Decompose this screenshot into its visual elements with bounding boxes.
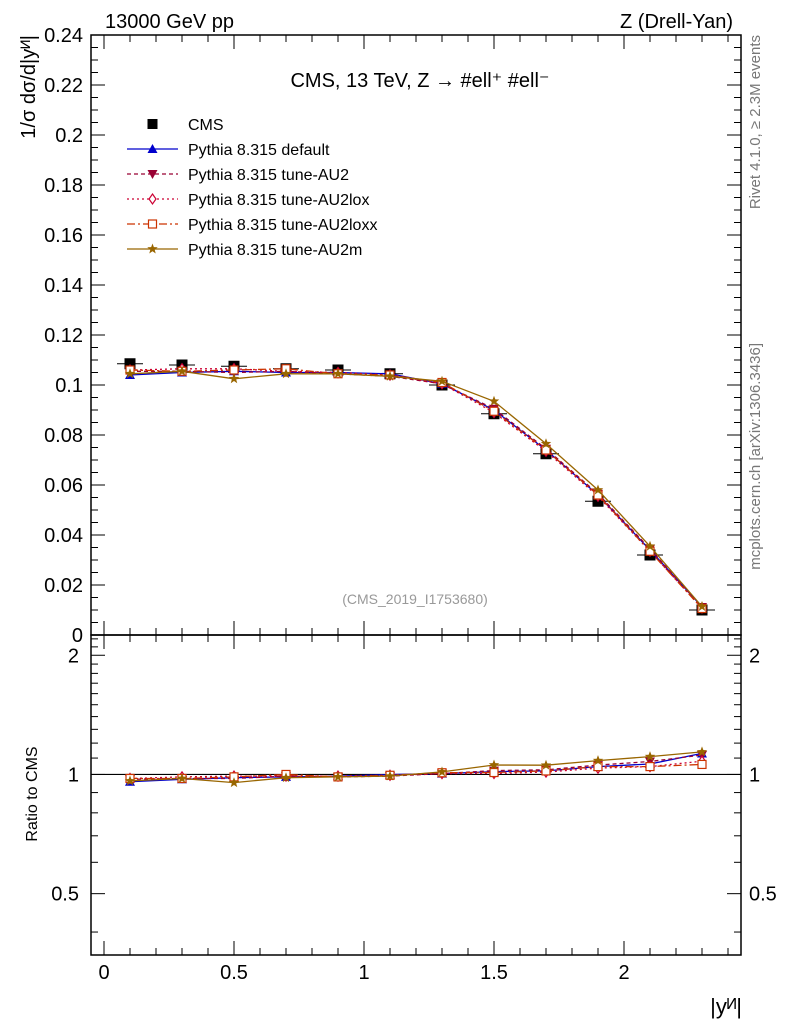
ratio-marker-4	[384, 770, 396, 781]
ratio-tick-label-right: 2	[749, 645, 760, 667]
x-tick-label: 1.5	[480, 962, 508, 984]
legend-label-0: Pythia 8.315 default	[188, 142, 330, 159]
ratio-marker-4	[228, 777, 240, 788]
ratio-marker-4	[592, 755, 604, 766]
series-marker-4	[592, 484, 604, 495]
series-marker-4	[644, 540, 656, 551]
ratio-marker-4	[540, 759, 552, 770]
y-tick-label: 0.2	[55, 125, 83, 147]
axis-tick-labels: 0 0.5 1 1.5 2 0.02 0.04 0.06 0.08 0.1 0.12 0.14 0.16…	[44, 25, 777, 984]
y-tick-label: 0.22	[44, 75, 83, 97]
ratio-tick-label: 0.5	[51, 884, 79, 906]
ratio-marker-3	[645, 761, 655, 772]
series-marker-4	[332, 368, 344, 379]
series-marker-4	[124, 368, 136, 379]
ratio-marker-4	[280, 772, 292, 783]
axis-ticks	[91, 34, 741, 955]
ratio-tick-label: 2	[68, 645, 79, 667]
x-tick-label: 0	[98, 962, 109, 984]
y-tick-label: 0.04	[44, 525, 83, 547]
y-tick-label: 0.08	[44, 425, 83, 447]
y-tick-label: 0.24	[44, 25, 83, 47]
cms-point	[124, 358, 136, 370]
analysis-tag: (CMS_2019_I1753680)	[342, 591, 488, 607]
y-tick-label: 0.18	[44, 175, 83, 197]
series-line-2	[129, 368, 703, 609]
y-tick-label-zero: 0	[72, 625, 83, 647]
ratio-line-4	[129, 751, 703, 784]
ratio-tick-label-right: 0.5	[749, 884, 777, 906]
rivet-side-label: Rivet 4.1.0, ≥ 2.3M events	[747, 35, 764, 209]
y-tick-label: 0.06	[44, 475, 83, 497]
y-tick-label: 0.16	[44, 225, 83, 247]
legend-label-3: Pythia 8.315 tune-AU2loxx	[188, 217, 377, 234]
y-tick-label: 0.12	[44, 325, 83, 347]
series-marker-4	[436, 375, 448, 386]
ratio-marker-4	[488, 759, 500, 770]
legend-marker-4	[147, 243, 158, 254]
series-marker-3	[489, 406, 499, 416]
chart-title: CMS, 13 TeV, Z → #ell⁺ #ell⁻	[290, 70, 549, 92]
main-panel-series	[117, 358, 715, 616]
ratio-y-axis-label: Ratio to CMS	[24, 746, 41, 841]
ratio-marker-4	[124, 775, 136, 786]
y-tick-label: 0.02	[44, 575, 83, 597]
ratio-marker-3	[697, 759, 707, 770]
header-right: Z (Drell-Yan)	[620, 11, 733, 33]
legend: CMS Pythia 8.315 default Pythia 8.315 tune…	[127, 117, 377, 259]
series-marker-4	[488, 395, 500, 406]
series-marker-4	[176, 365, 188, 376]
y-tick-label: 0.1	[55, 375, 83, 397]
legend-marker-2	[148, 192, 157, 206]
ratio-tick-label-right: 1	[749, 764, 760, 786]
ratio-marker-4	[644, 751, 656, 762]
ratio-line-1	[129, 754, 703, 780]
x-tick-label: 2	[618, 962, 629, 984]
legend-label-2: Pythia 8.315 tune-AU2lox	[188, 192, 369, 209]
ratio-marker-4	[436, 766, 448, 777]
series-marker-4	[280, 368, 292, 379]
x-axis-label: |yᴻ|	[710, 994, 742, 1019]
ratio-panel-series	[124, 746, 708, 788]
ratio-marker-4	[696, 746, 708, 757]
ratio-marker-4	[332, 771, 344, 782]
series-line-0	[129, 370, 703, 608]
legend-label-cms: CMS	[188, 117, 224, 134]
legend-label-1: Pythia 8.315 tune-AU2	[188, 167, 349, 184]
mcplots-side-label: mcplots.cern.ch [arXiv:1306.3436]	[747, 343, 764, 570]
x-tick-label: 0.5	[220, 962, 248, 984]
series-marker-3	[229, 365, 239, 375]
legend-marker-3	[147, 219, 158, 229]
series-marker-4	[384, 370, 396, 381]
ratio-marker-4	[176, 772, 188, 783]
series-marker-4	[696, 601, 708, 611]
header-left: 13000 GeV pp	[105, 11, 234, 33]
x-tick-label: 1	[358, 962, 369, 984]
ratio-marker-3	[489, 767, 499, 778]
series-marker-4	[228, 373, 240, 384]
legend-label-4: Pythia 8.315 tune-AU2m	[188, 242, 362, 259]
series-line-1	[130, 370, 703, 608]
series-marker-4	[540, 438, 552, 449]
legend-marker-1	[147, 170, 158, 179]
series-line-3	[129, 368, 703, 609]
y-axis-label: 1/σ dσ/d|yᴻ|	[18, 35, 40, 139]
legend-marker-0	[147, 144, 158, 153]
series-line-4	[129, 370, 703, 607]
legend-marker-cms	[147, 119, 158, 129]
ratio-tick-label: 1	[68, 764, 79, 786]
y-tick-label: 0.14	[44, 275, 83, 297]
ratio-panel-frame	[90, 634, 742, 956]
